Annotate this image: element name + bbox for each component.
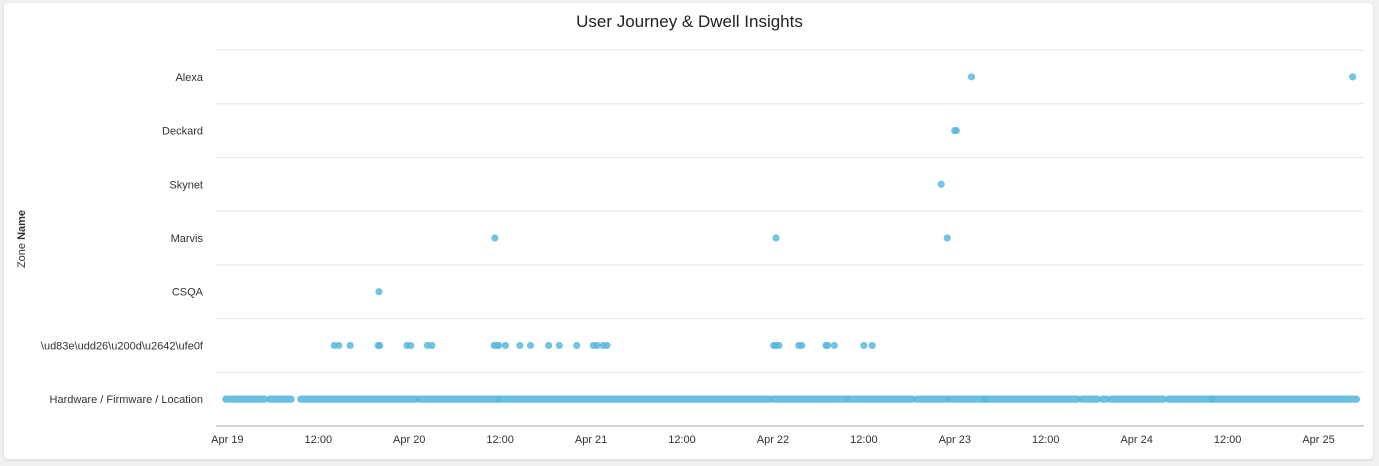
data-point-cluster — [1107, 395, 1167, 403]
data-point — [593, 341, 601, 350]
category-label: Deckard — [162, 126, 203, 138]
x-tick-label: Apr 20 — [393, 434, 425, 446]
x-tick-label: 12:00 — [850, 434, 878, 446]
category-label: Alexa — [175, 72, 203, 84]
data-point — [376, 341, 384, 350]
data-point — [516, 341, 524, 350]
data-point — [943, 234, 951, 242]
data-point — [428, 341, 436, 350]
x-tick-label: Apr 21 — [575, 434, 607, 446]
data-point — [830, 341, 838, 350]
x-tick-label: 12:00 — [1214, 434, 1242, 446]
data-point — [772, 234, 780, 242]
data-point-cluster — [414, 395, 502, 403]
data-point-cluster — [769, 395, 851, 403]
data-point — [545, 341, 553, 350]
data-point — [775, 341, 783, 350]
data-point-cluster — [297, 395, 419, 403]
data-point-cluster — [266, 395, 295, 403]
data-point — [501, 341, 510, 350]
data-point-cluster — [1078, 395, 1101, 403]
x-tick-label: 12:00 — [1032, 434, 1060, 446]
data-point-cluster — [1208, 395, 1361, 403]
data-point — [375, 288, 383, 296]
data-point-cluster — [1098, 395, 1110, 403]
data-point — [526, 341, 535, 350]
category-label: \ud83e\udd26\u200d\u2642\ufe0f — [41, 340, 204, 352]
category-label: Marvis — [171, 233, 204, 245]
x-tick-label: Apr 23 — [939, 434, 971, 446]
data-point-cluster — [945, 395, 989, 403]
category-label: Hardware / Firmware / Location — [50, 394, 203, 406]
data-point — [335, 341, 343, 350]
data-point — [1349, 73, 1357, 81]
data-point-cluster — [981, 395, 1082, 403]
category-label: CSQA — [172, 287, 204, 299]
x-tick-label: Apr 25 — [1302, 434, 1334, 446]
data-point-cluster — [1164, 395, 1217, 403]
data-point — [823, 341, 832, 350]
chart-card — [4, 3, 1373, 459]
category-label: Skynet — [169, 179, 203, 191]
chart-title: User Journey & Dwell Insights — [576, 12, 803, 31]
category-labels: Alexa Deckard Skynet Marvis CSQA \ud83e\udd26… — [41, 72, 204, 406]
data-point-cluster — [845, 395, 916, 403]
data-point — [952, 126, 960, 135]
data-points — [222, 73, 1361, 403]
x-tick-label: Apr 22 — [757, 434, 789, 446]
data-point — [798, 341, 806, 350]
x-tick-label: Apr 19 — [211, 434, 243, 446]
data-point — [495, 341, 503, 350]
data-point — [860, 341, 868, 350]
data-point — [407, 341, 415, 350]
data-point — [937, 180, 945, 188]
x-tick-label: 12:00 — [486, 434, 514, 446]
data-point — [868, 341, 876, 350]
data-point — [491, 234, 499, 242]
data-point-cluster — [495, 395, 773, 403]
data-point — [967, 73, 976, 81]
data-point — [573, 341, 581, 350]
data-point-cluster — [222, 395, 269, 403]
x-tick-label: 12:00 — [305, 434, 333, 446]
grid-lines — [216, 49, 1364, 427]
x-axis-ticks: Apr 19 12:00 Apr 20 12:00 Apr 21 12:00 Apr 22 1… — [211, 434, 1335, 446]
data-point — [603, 341, 611, 350]
data-point — [555, 341, 563, 350]
x-tick-label: 12:00 — [668, 434, 696, 446]
data-point-cluster — [913, 395, 951, 403]
data-point — [346, 341, 354, 350]
x-tick-label: Apr 24 — [1120, 434, 1152, 446]
